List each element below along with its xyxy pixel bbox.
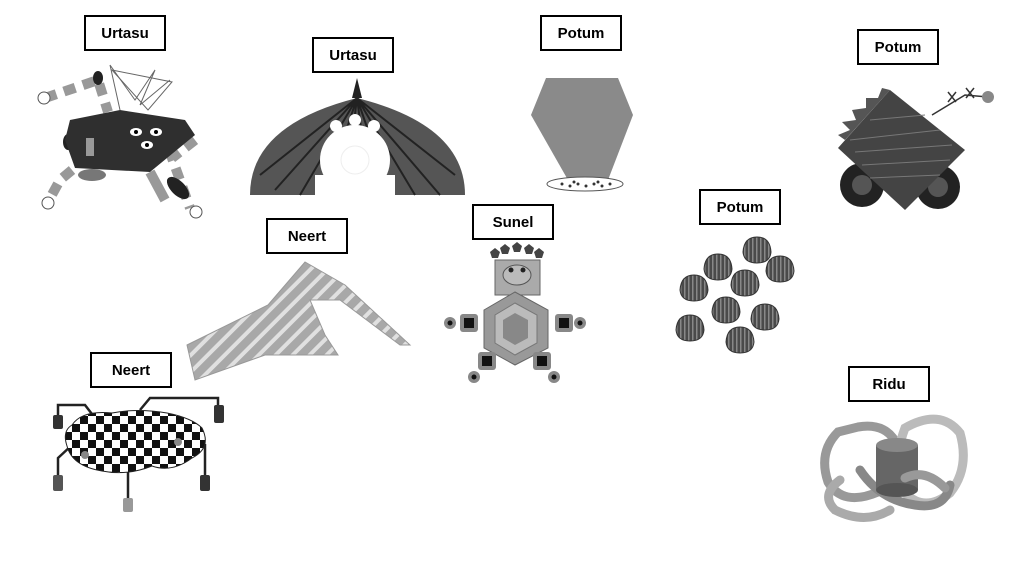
label-neert-2: Neert	[90, 352, 172, 388]
label-ridu: Ridu	[848, 366, 930, 402]
ridu-creature	[820, 414, 968, 522]
neert-creature-2	[53, 396, 224, 512]
urtasu-creature-1	[37, 64, 203, 219]
urtasu-creature-2	[250, 78, 465, 197]
label-potum-3: Potum	[699, 189, 781, 225]
label-urtasu-2: Urtasu	[312, 37, 394, 73]
label-potum-1: Potum	[540, 15, 622, 51]
sunel-creature	[444, 242, 586, 383]
potum-creature-3	[675, 236, 795, 354]
label-potum-2: Potum	[857, 29, 939, 65]
label-neert-1: Neert	[266, 218, 348, 254]
potum-creature-2	[838, 87, 994, 210]
potum-creature-1	[531, 78, 633, 192]
label-urtasu-1: Urtasu	[84, 15, 166, 51]
label-sunel: Sunel	[472, 204, 554, 240]
neert-creature-1	[186, 261, 412, 381]
